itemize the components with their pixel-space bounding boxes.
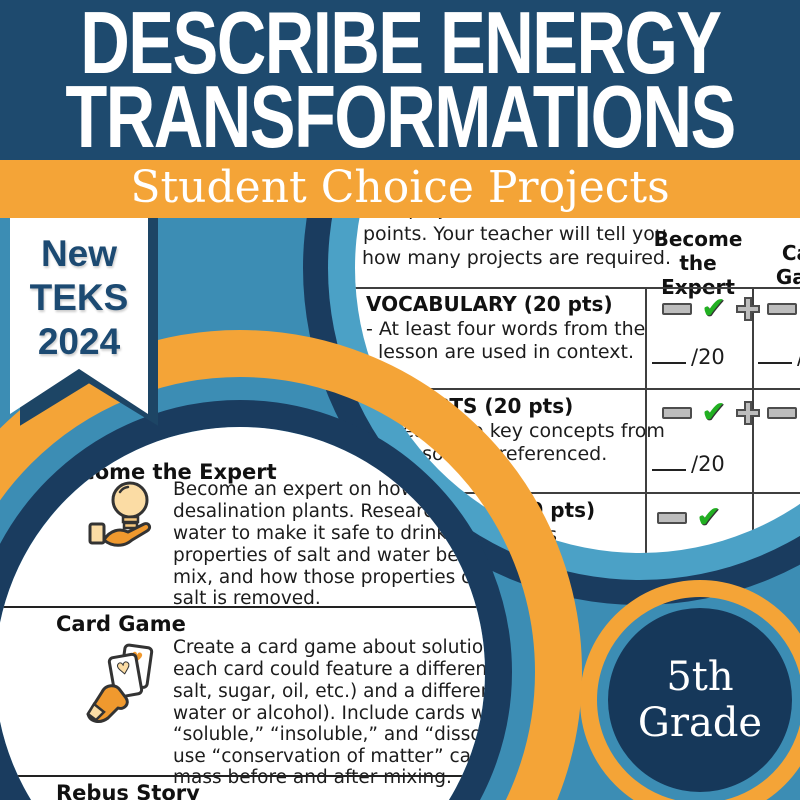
rating-symbols: ✔ bbox=[767, 400, 800, 426]
project-text-line: mass before and after mixing. bbox=[173, 767, 452, 788]
project-text-line: Create a card game about solutions. F bbox=[173, 637, 485, 658]
project-text-line: use “conservation of matter” cards to bbox=[173, 746, 485, 767]
title-header: DESCRIBE ENERGY TRANSFORMATIONS bbox=[0, 0, 800, 166]
lightbulb-hand-icon bbox=[88, 481, 152, 547]
minus-icon bbox=[662, 303, 692, 315]
section-divider bbox=[0, 606, 485, 608]
table-rule bbox=[645, 287, 647, 553]
projects-document-preview: Become the Expert Become an expert on ho… bbox=[0, 427, 485, 800]
minus-icon bbox=[657, 512, 687, 524]
rating-symbols: ✔ bbox=[662, 291, 761, 326]
score-label: /20 bbox=[691, 345, 725, 369]
rubric-row-desc: - At least four words from the bbox=[366, 318, 646, 340]
project-text-line: each card could feature a different sub bbox=[173, 659, 485, 680]
minus-icon bbox=[767, 407, 797, 419]
page-title-line2: TRANSFORMATIONS bbox=[65, 67, 736, 166]
grade-badge: 5th Grade bbox=[608, 608, 792, 792]
minus-icon bbox=[767, 303, 797, 315]
project-section-title: Card Game bbox=[56, 612, 186, 636]
project-text-line: “soluble,” “insoluble,” and “dissolve.” bbox=[173, 724, 485, 745]
check-icon: ✔ bbox=[701, 395, 727, 430]
score-label: /20 bbox=[797, 345, 800, 369]
project-section-title: Become the Expert bbox=[52, 460, 277, 484]
table-rule bbox=[752, 287, 754, 553]
score-field: /20 bbox=[652, 345, 725, 369]
project-text-line: salt, sugar, oil, etc.) and a different … bbox=[173, 681, 485, 702]
rating-symbols: ✔ bbox=[767, 296, 800, 322]
rating-symbols: ✔ bbox=[662, 395, 761, 430]
plus-icon bbox=[736, 297, 761, 321]
project-text-line: properties of salt and water before a bbox=[173, 545, 485, 566]
project-text-line: desalination plants. Research how bbox=[173, 501, 485, 522]
check-icon: ✔ bbox=[696, 500, 722, 535]
table-rule bbox=[355, 287, 800, 289]
teks-ribbon-line1: New bbox=[40, 233, 118, 274]
table-rule bbox=[355, 388, 800, 390]
project-text-line: mix, and how those properties change bbox=[173, 567, 485, 588]
rubric-intro-line1: points. Your teacher will tell you bbox=[363, 223, 667, 245]
score-field: /20 bbox=[758, 345, 800, 369]
project-text-line: Become an expert on how saltw bbox=[173, 479, 471, 500]
grade-badge-line2: Grade bbox=[637, 700, 763, 746]
score-blank-line bbox=[758, 358, 792, 364]
grade-badge-line1: 5th bbox=[666, 654, 734, 700]
page-title-line1: DESCRIBE ENERGY bbox=[79, 0, 722, 92]
score-label: /20 bbox=[691, 452, 725, 476]
table-rule bbox=[355, 492, 800, 494]
score-blank-line bbox=[652, 358, 686, 364]
check-icon: ✔ bbox=[701, 291, 727, 326]
subtitle-text: Student Choice Projects bbox=[130, 162, 670, 213]
project-text-line: water or alcohol). Include cards with t bbox=[173, 703, 485, 724]
rubric-column-header-2: Card Game bbox=[775, 241, 800, 289]
rating-symbols: ✔ bbox=[657, 500, 722, 535]
project-text-line: salt is removed. bbox=[173, 588, 321, 609]
cards-hand-icon: ♥ ♥ bbox=[86, 643, 154, 723]
score-field: /20 bbox=[652, 452, 725, 476]
section-divider bbox=[0, 775, 485, 777]
rubric-row-title: VOCABULARY (20 pts) bbox=[366, 292, 613, 316]
rubric-intro-line2: how many projects are required. bbox=[362, 247, 672, 269]
teks-ribbon: New TEKS 2024 bbox=[10, 218, 148, 414]
project-section-title: Rebus Story bbox=[56, 781, 200, 800]
teks-ribbon-line2: TEKS bbox=[29, 277, 129, 318]
teks-ribbon-line3: 2024 bbox=[37, 321, 121, 362]
minus-icon bbox=[662, 407, 692, 419]
project-text-line: water to make it safe to drink. Inclu bbox=[173, 523, 485, 544]
rubric-row-desc: lesson are used in context. bbox=[378, 341, 634, 363]
subtitle-banner: Student Choice Projects bbox=[0, 160, 800, 218]
svg-text:♥: ♥ bbox=[115, 658, 132, 679]
plus-icon bbox=[736, 401, 761, 425]
score-blank-line bbox=[652, 465, 686, 471]
